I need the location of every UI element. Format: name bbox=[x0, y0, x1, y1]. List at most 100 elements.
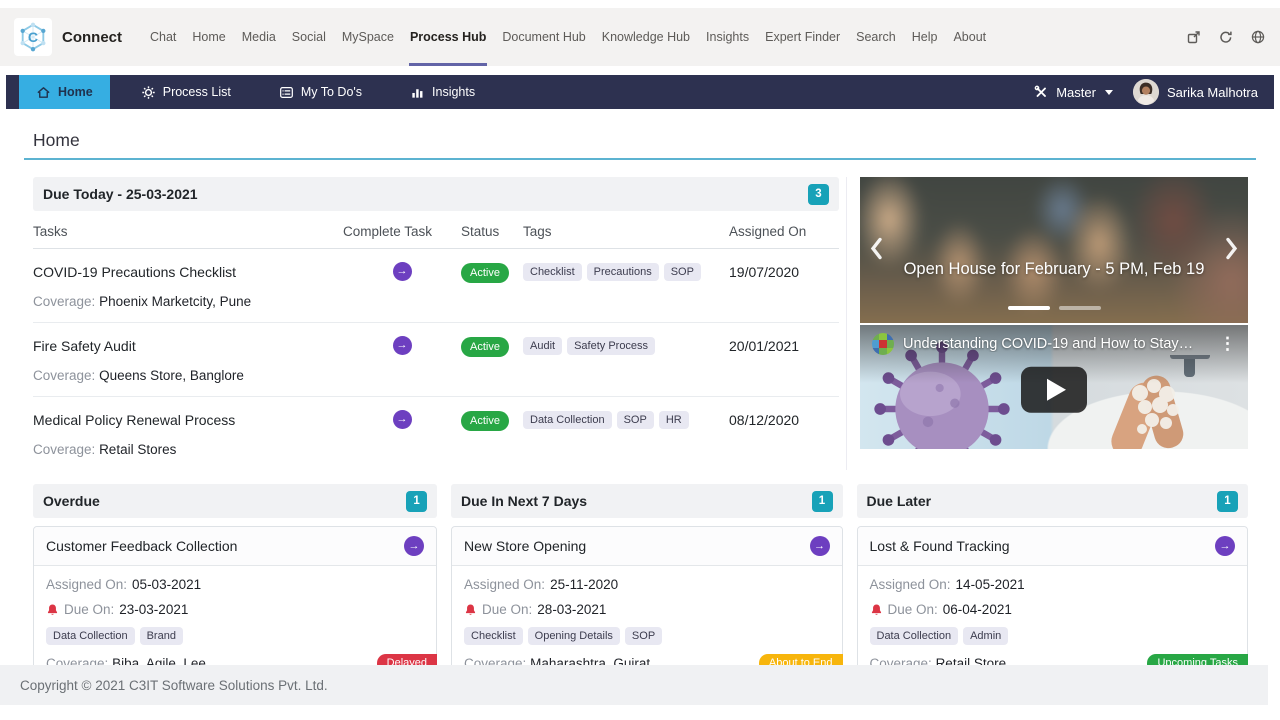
popout-icon[interactable] bbox=[1186, 29, 1202, 45]
count-badge: 1 bbox=[406, 490, 428, 512]
master-label: Master bbox=[1056, 84, 1096, 100]
media-column: Open House for February - 5 PM, Feb 19 bbox=[860, 177, 1248, 470]
top-nav-knowledge-hub[interactable]: Knowledge Hub bbox=[601, 30, 691, 44]
tab-home[interactable]: Home bbox=[19, 75, 110, 109]
top-nav-about[interactable]: About bbox=[953, 30, 987, 44]
carousel-caption: Open House for February - 5 PM, Feb 19 bbox=[903, 260, 1205, 279]
column-header: Tags bbox=[523, 224, 552, 239]
task-name: New Store Opening bbox=[464, 538, 587, 554]
assigned-on-value: 14-05-2021 bbox=[955, 577, 1025, 592]
column-header: Assigned On bbox=[729, 224, 807, 239]
user-profile[interactable]: Sarika Malhotra bbox=[1127, 75, 1274, 109]
tag-chip: Safety Process bbox=[567, 336, 656, 355]
footer: Copyright © 2021 C3IT Software Solutions… bbox=[0, 665, 1268, 705]
process-hub-navbar: Home Process List My To Do's Insights Ma bbox=[6, 75, 1274, 109]
refresh-icon[interactable] bbox=[1218, 29, 1234, 45]
due-on-label: Due On: bbox=[887, 602, 938, 617]
top-nav-media[interactable]: Media bbox=[241, 30, 276, 44]
top-nav-document-hub[interactable]: Document Hub bbox=[502, 30, 586, 44]
overdue-card: Customer Feedback Collection → Assigned … bbox=[33, 526, 438, 686]
tab-label: My To Do's bbox=[300, 85, 363, 99]
task-name: COVID-19 Precautions Checklist bbox=[33, 263, 237, 280]
complete-task-button[interactable]: → bbox=[392, 336, 412, 355]
column-header: Tasks bbox=[33, 224, 68, 239]
svg-text:C: C bbox=[28, 29, 38, 45]
tab-label: Process List bbox=[162, 85, 231, 99]
assigned-on-date: 20/01/2021 bbox=[729, 337, 800, 354]
due-today-panel: Due Today - 25-03-2021 3 Tasks Complete … bbox=[33, 177, 847, 470]
task-buckets: Overdue 1 Customer Feedback Collection →… bbox=[33, 484, 1248, 686]
table-row: COVID-19 Precautions Checklist → Active … bbox=[33, 249, 839, 309]
coverage-label: Coverage: bbox=[33, 442, 96, 457]
top-nav-process-hub[interactable]: Process Hub bbox=[402, 8, 494, 66]
assigned-on-date: 08/12/2020 bbox=[729, 411, 800, 428]
top-navigation: Chat Home Media Social MySpace Process H… bbox=[142, 8, 994, 66]
tab-label: Home bbox=[58, 85, 93, 99]
assigned-on-value: 05-03-2021 bbox=[132, 577, 202, 592]
bell-icon bbox=[47, 604, 58, 615]
navbar-spacer bbox=[506, 75, 1019, 109]
top-nav-home[interactable]: Home bbox=[192, 30, 226, 44]
tag-chip: Data Collection bbox=[869, 627, 959, 645]
tag-chip: SOP bbox=[616, 410, 654, 429]
video-embed: Understanding COVID-19 and How to Stay… … bbox=[860, 325, 1248, 449]
task-name: Lost & Found Tracking bbox=[869, 538, 1010, 554]
count-badge: 1 bbox=[1216, 490, 1238, 512]
top-nav-chat[interactable]: Chat bbox=[150, 30, 177, 44]
column-header: Complete Task bbox=[343, 224, 433, 239]
status-badge: Active bbox=[461, 336, 509, 357]
complete-task-button[interactable]: → bbox=[392, 410, 412, 429]
play-icon bbox=[1046, 378, 1066, 401]
tab-my-to-dos[interactable]: My To Do's bbox=[262, 75, 379, 109]
todo-list-icon bbox=[279, 86, 293, 98]
video-title[interactable]: Understanding COVID-19 and How to Stay… bbox=[903, 336, 1194, 352]
video-menu-icon[interactable]: ⋮ bbox=[1213, 334, 1242, 354]
tag-chip: Brand bbox=[139, 627, 183, 645]
slide-indicator-active[interactable] bbox=[1007, 306, 1050, 310]
due-on-label: Due On: bbox=[482, 602, 533, 617]
connect-logo[interactable]: C bbox=[14, 18, 52, 56]
arrow-right-icon: → bbox=[396, 413, 408, 425]
page-title: Home bbox=[33, 130, 80, 150]
play-button[interactable] bbox=[1021, 366, 1087, 413]
top-nav-myspace[interactable]: MySpace bbox=[341, 30, 394, 44]
globe-icon[interactable] bbox=[1250, 29, 1266, 45]
arrow-right-icon: → bbox=[814, 539, 825, 552]
tag-chip: Checklist bbox=[464, 627, 523, 645]
tag-chip: Precautions bbox=[586, 262, 659, 281]
top-nav-search[interactable]: Search bbox=[856, 30, 896, 44]
carousel-prev-icon[interactable] bbox=[870, 237, 883, 263]
slide-indicator[interactable] bbox=[1058, 306, 1101, 310]
assigned-on-date: 19/07/2020 bbox=[729, 263, 800, 280]
tag-chip: Admin bbox=[963, 627, 1009, 645]
teams-header: C Connect Chat Home Media Social MySpace… bbox=[0, 8, 1280, 66]
due-next-7-days-section: Due In Next 7 Days 1 New Store Opening →… bbox=[451, 484, 843, 686]
master-dropdown[interactable]: Master bbox=[1019, 75, 1127, 109]
top-nav-expert-finder[interactable]: Expert Finder bbox=[765, 30, 841, 44]
tab-insights[interactable]: Insights bbox=[393, 75, 492, 109]
due-today-header: Due Today - 25-03-2021 3 bbox=[33, 177, 839, 211]
section-title: Due Later bbox=[866, 493, 932, 509]
arrow-right-icon: → bbox=[396, 265, 408, 277]
carousel-next-icon[interactable] bbox=[1225, 237, 1238, 263]
open-task-button[interactable]: → bbox=[1214, 536, 1235, 556]
open-task-button[interactable]: → bbox=[404, 536, 425, 556]
channel-avatar[interactable] bbox=[872, 333, 894, 355]
overdue-section: Overdue 1 Customer Feedback Collection →… bbox=[33, 484, 438, 686]
open-task-button[interactable]: → bbox=[809, 536, 830, 556]
bar-chart-icon bbox=[412, 88, 423, 98]
due-next-7-days-card: New Store Opening → Assigned On: 25-11-20… bbox=[451, 526, 843, 686]
tab-process-list[interactable]: Process List bbox=[124, 75, 248, 109]
table-row: Medical Policy Renewal Process → Active … bbox=[33, 396, 839, 457]
tag-chip: Audit bbox=[523, 336, 563, 355]
top-nav-social[interactable]: Social bbox=[291, 30, 326, 44]
section-title: Due Today - 25-03-2021 bbox=[43, 186, 198, 202]
complete-task-button[interactable]: → bbox=[392, 262, 412, 281]
due-next-7-days-header: Due In Next 7 Days 1 bbox=[451, 484, 843, 518]
coverage-value: Phoenix Marketcity, Pune bbox=[99, 294, 252, 309]
assigned-on-value: 25-11-2020 bbox=[550, 577, 619, 592]
brand-name: Connect bbox=[62, 28, 122, 46]
top-nav-help[interactable]: Help bbox=[911, 30, 938, 44]
arrow-right-icon: → bbox=[408, 539, 420, 552]
top-nav-insights[interactable]: Insights bbox=[706, 30, 750, 44]
